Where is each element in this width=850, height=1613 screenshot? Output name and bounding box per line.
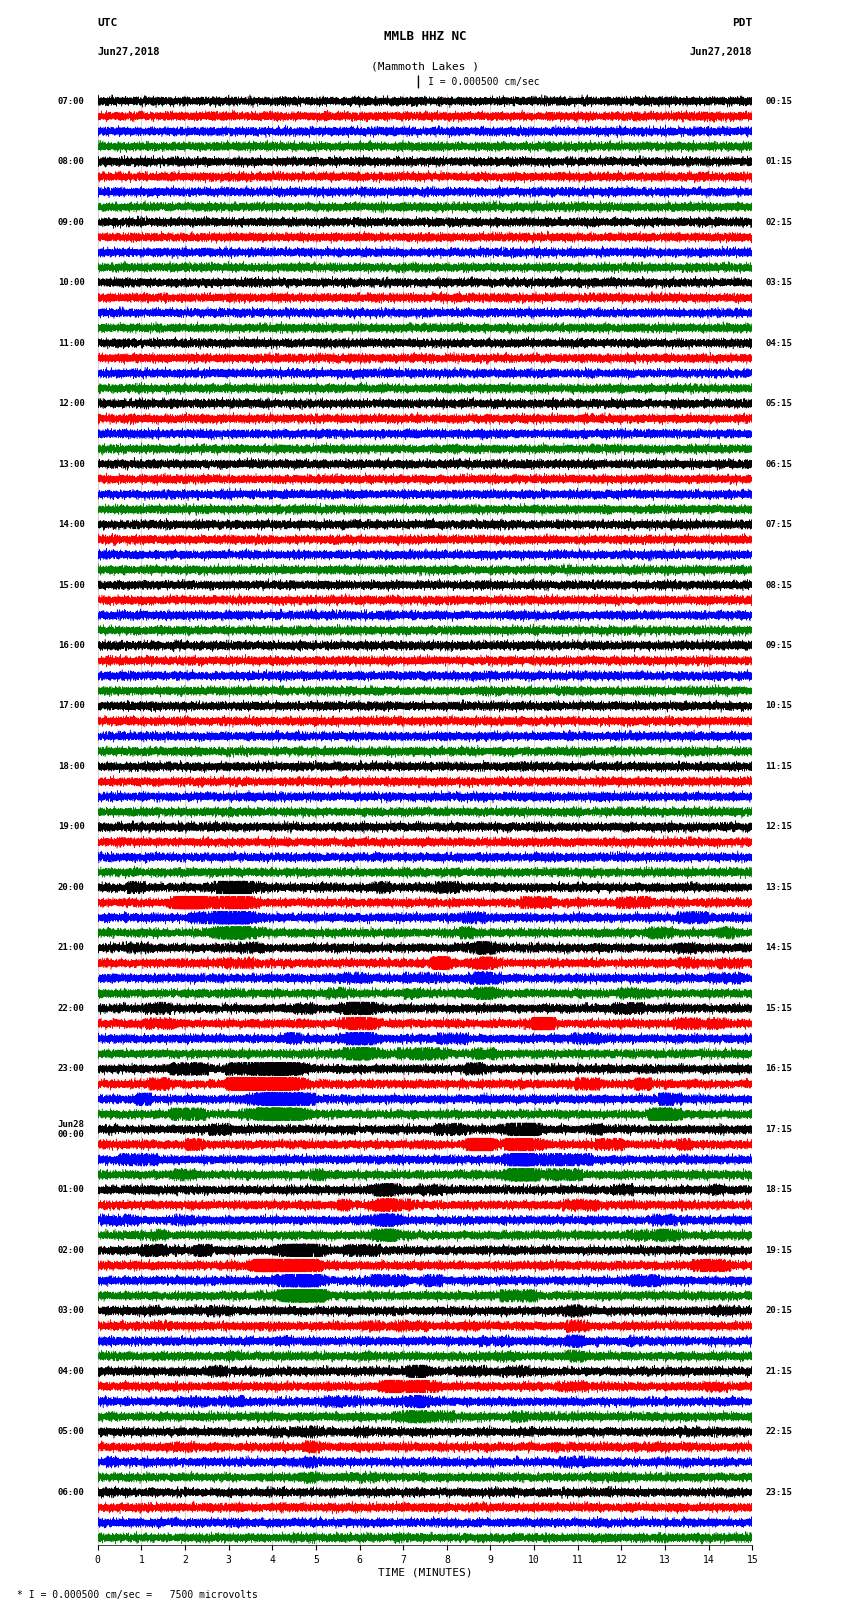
Text: 13:00: 13:00 xyxy=(58,460,85,468)
Text: 05:00: 05:00 xyxy=(58,1428,85,1436)
Text: I = 0.000500 cm/sec: I = 0.000500 cm/sec xyxy=(428,77,540,87)
Text: (Mammoth Lakes ): (Mammoth Lakes ) xyxy=(371,61,479,73)
Text: 11:15: 11:15 xyxy=(765,761,792,771)
Text: Jun28
00:00: Jun28 00:00 xyxy=(58,1119,85,1139)
Text: 12:15: 12:15 xyxy=(765,823,792,831)
Text: 15:15: 15:15 xyxy=(765,1003,792,1013)
Text: 12:00: 12:00 xyxy=(58,398,85,408)
Text: 07:15: 07:15 xyxy=(765,519,792,529)
Text: * I = 0.000500 cm/sec =   7500 microvolts: * I = 0.000500 cm/sec = 7500 microvolts xyxy=(17,1590,258,1600)
Text: 21:15: 21:15 xyxy=(765,1366,792,1376)
Text: 09:15: 09:15 xyxy=(765,640,792,650)
Text: 18:00: 18:00 xyxy=(58,761,85,771)
Text: Jun27,2018: Jun27,2018 xyxy=(689,47,752,58)
Text: 13:15: 13:15 xyxy=(765,882,792,892)
Text: 02:00: 02:00 xyxy=(58,1245,85,1255)
Text: 03:15: 03:15 xyxy=(765,277,792,287)
Text: 22:15: 22:15 xyxy=(765,1428,792,1436)
Text: 22:00: 22:00 xyxy=(58,1003,85,1013)
Text: UTC: UTC xyxy=(98,18,118,29)
Text: 20:15: 20:15 xyxy=(765,1307,792,1315)
Text: 04:15: 04:15 xyxy=(765,339,792,347)
X-axis label: TIME (MINUTES): TIME (MINUTES) xyxy=(377,1568,473,1578)
Text: 10:00: 10:00 xyxy=(58,277,85,287)
Text: 02:15: 02:15 xyxy=(765,218,792,226)
Text: 06:00: 06:00 xyxy=(58,1487,85,1497)
Text: MMLB HHZ NC: MMLB HHZ NC xyxy=(383,29,467,44)
Text: 17:15: 17:15 xyxy=(765,1124,792,1134)
Text: 01:15: 01:15 xyxy=(765,156,792,166)
Text: 09:00: 09:00 xyxy=(58,218,85,226)
Text: 23:00: 23:00 xyxy=(58,1065,85,1073)
Text: 18:15: 18:15 xyxy=(765,1186,792,1194)
Text: 16:15: 16:15 xyxy=(765,1065,792,1073)
Text: 08:00: 08:00 xyxy=(58,156,85,166)
Text: 16:00: 16:00 xyxy=(58,640,85,650)
Text: 23:15: 23:15 xyxy=(765,1487,792,1497)
Text: 15:00: 15:00 xyxy=(58,581,85,589)
Text: 19:15: 19:15 xyxy=(765,1245,792,1255)
Text: 14:15: 14:15 xyxy=(765,944,792,952)
Text: 08:15: 08:15 xyxy=(765,581,792,589)
Text: 21:00: 21:00 xyxy=(58,944,85,952)
Text: 04:00: 04:00 xyxy=(58,1366,85,1376)
Text: 20:00: 20:00 xyxy=(58,882,85,892)
Text: 00:15: 00:15 xyxy=(765,97,792,105)
Text: 17:00: 17:00 xyxy=(58,702,85,710)
Text: 14:00: 14:00 xyxy=(58,519,85,529)
Text: Jun27,2018: Jun27,2018 xyxy=(98,47,161,58)
Text: PDT: PDT xyxy=(732,18,752,29)
Text: 19:00: 19:00 xyxy=(58,823,85,831)
Text: 07:00: 07:00 xyxy=(58,97,85,105)
Text: 01:00: 01:00 xyxy=(58,1186,85,1194)
Text: 10:15: 10:15 xyxy=(765,702,792,710)
Text: 06:15: 06:15 xyxy=(765,460,792,468)
Text: 11:00: 11:00 xyxy=(58,339,85,347)
Text: 05:15: 05:15 xyxy=(765,398,792,408)
Text: 03:00: 03:00 xyxy=(58,1307,85,1315)
